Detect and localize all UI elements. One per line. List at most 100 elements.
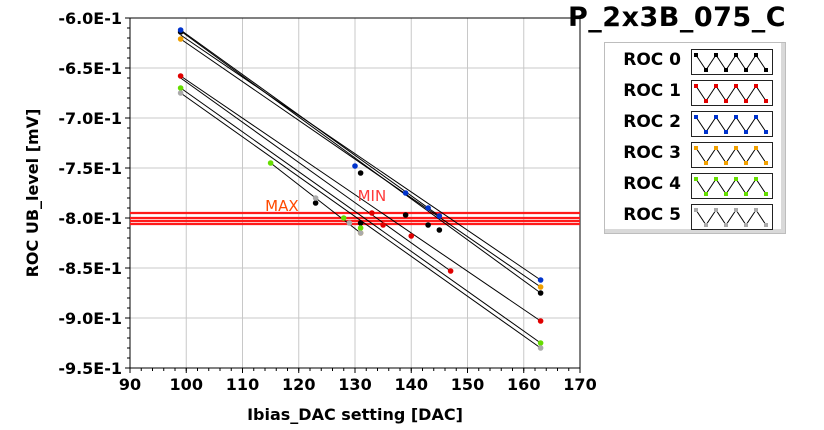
x-tick-label: 110	[226, 375, 259, 394]
legend-marker	[734, 84, 738, 88]
legend-line	[695, 209, 767, 226]
legend-swatch-icon	[691, 142, 773, 168]
legend-marker	[754, 208, 758, 212]
annotation-label: MAX	[265, 197, 298, 215]
y-axis-label: ROC UB_level [mV]	[23, 109, 42, 278]
legend-marker	[734, 53, 738, 57]
legend-item-roc3: ROC 3	[605, 140, 785, 168]
legend-marker	[694, 208, 698, 212]
legend-marker	[704, 223, 708, 227]
data-point	[177, 85, 184, 91]
x-tick-label: 120	[282, 375, 315, 394]
y-tick-label: -8.5E-1	[58, 259, 122, 278]
legend-marker	[754, 84, 758, 88]
y-tick-label: -9.5E-1	[58, 359, 122, 378]
legend-item-roc1: ROC 1	[605, 78, 785, 106]
data-point	[346, 220, 353, 226]
data-point	[357, 230, 364, 236]
legend-line	[695, 147, 767, 164]
legend-marker	[724, 68, 728, 72]
data-point	[537, 284, 544, 290]
legend-marker	[754, 177, 758, 181]
data-point	[436, 227, 443, 233]
legend-label: ROC 4	[623, 174, 681, 194]
legend-marker	[714, 53, 718, 57]
annotations: MAX MIN	[265, 187, 386, 215]
legend-marker	[744, 99, 748, 103]
data-point	[537, 290, 544, 296]
x-tick-label: 150	[451, 375, 484, 394]
data-point	[402, 212, 409, 218]
data-point	[537, 318, 544, 324]
x-axis-label: Ibias_DAC setting [DAC]	[247, 405, 463, 424]
legend-item-roc5: ROC 5	[605, 202, 785, 230]
data-point	[177, 90, 184, 96]
data-point	[312, 200, 319, 206]
data-point	[177, 27, 184, 33]
legend-marker	[744, 130, 748, 134]
legend-label: ROC 2	[623, 112, 681, 132]
legend-swatch-icon	[691, 49, 773, 75]
annotation-label: MIN	[358, 187, 387, 205]
legend-marker	[714, 146, 718, 150]
data-point	[357, 225, 364, 231]
fit-line	[180, 38, 541, 288]
data-point	[177, 73, 184, 79]
legend-marker	[704, 161, 708, 165]
legend-marker	[724, 223, 728, 227]
legend-marker	[724, 192, 728, 196]
x-tick-label: 130	[338, 375, 371, 394]
legend-marker	[764, 99, 768, 103]
fit-line	[180, 77, 451, 272]
fit-line	[180, 87, 541, 344]
legend-marker	[764, 192, 768, 196]
legend-marker	[704, 68, 708, 72]
legend-item-roc0: ROC 0	[605, 47, 785, 75]
chart-title: P_2x3B_075_C	[568, 2, 787, 33]
legend-swatch-icon	[691, 80, 773, 106]
legend-marker	[724, 99, 728, 103]
y-tick-label: -7.0E-1	[58, 109, 122, 128]
legend-marker	[734, 115, 738, 119]
legend-marker	[734, 177, 738, 181]
data-point	[340, 215, 347, 221]
data-points	[177, 27, 544, 351]
legend-line	[695, 54, 767, 71]
legend-item-roc4: ROC 4	[605, 171, 785, 199]
legend-marker	[764, 161, 768, 165]
legend-marker	[734, 146, 738, 150]
legend: ROC 0 ROC 1 ROC 2 ROC 3 ROC 4 ROC 5	[604, 42, 786, 234]
legend-label: ROC 5	[623, 205, 681, 225]
legend-marker	[694, 146, 698, 150]
legend-marker	[744, 192, 748, 196]
legend-marker	[754, 53, 758, 57]
legend-label: ROC 3	[623, 143, 681, 163]
fit-line	[180, 29, 440, 217]
x-tick-label: 90	[119, 375, 141, 394]
data-point	[425, 205, 431, 211]
data-point	[436, 213, 443, 219]
legend-marker	[694, 177, 698, 181]
data-point	[357, 220, 364, 226]
legend-item-roc2: ROC 2	[605, 109, 785, 137]
legend-swatch-icon	[691, 111, 773, 137]
data-point	[537, 277, 544, 283]
legend-line	[695, 178, 767, 195]
fit-line	[180, 30, 541, 294]
data-point	[447, 268, 454, 274]
legend-swatch-icon	[691, 173, 773, 199]
legend-marker	[694, 84, 698, 88]
x-tick-label: 170	[563, 375, 596, 394]
data-point	[312, 195, 319, 201]
legend-marker	[714, 84, 718, 88]
legend-label: ROC 1	[623, 81, 681, 101]
legend-line	[695, 85, 767, 102]
y-tick-label: -6.0E-1	[58, 9, 122, 28]
legend-marker	[734, 208, 738, 212]
y-tick-label: -6.5E-1	[58, 59, 122, 78]
data-point	[537, 340, 544, 346]
data-point	[369, 210, 375, 216]
legend-marker	[744, 223, 748, 227]
legend-label: ROC 0	[623, 50, 681, 70]
